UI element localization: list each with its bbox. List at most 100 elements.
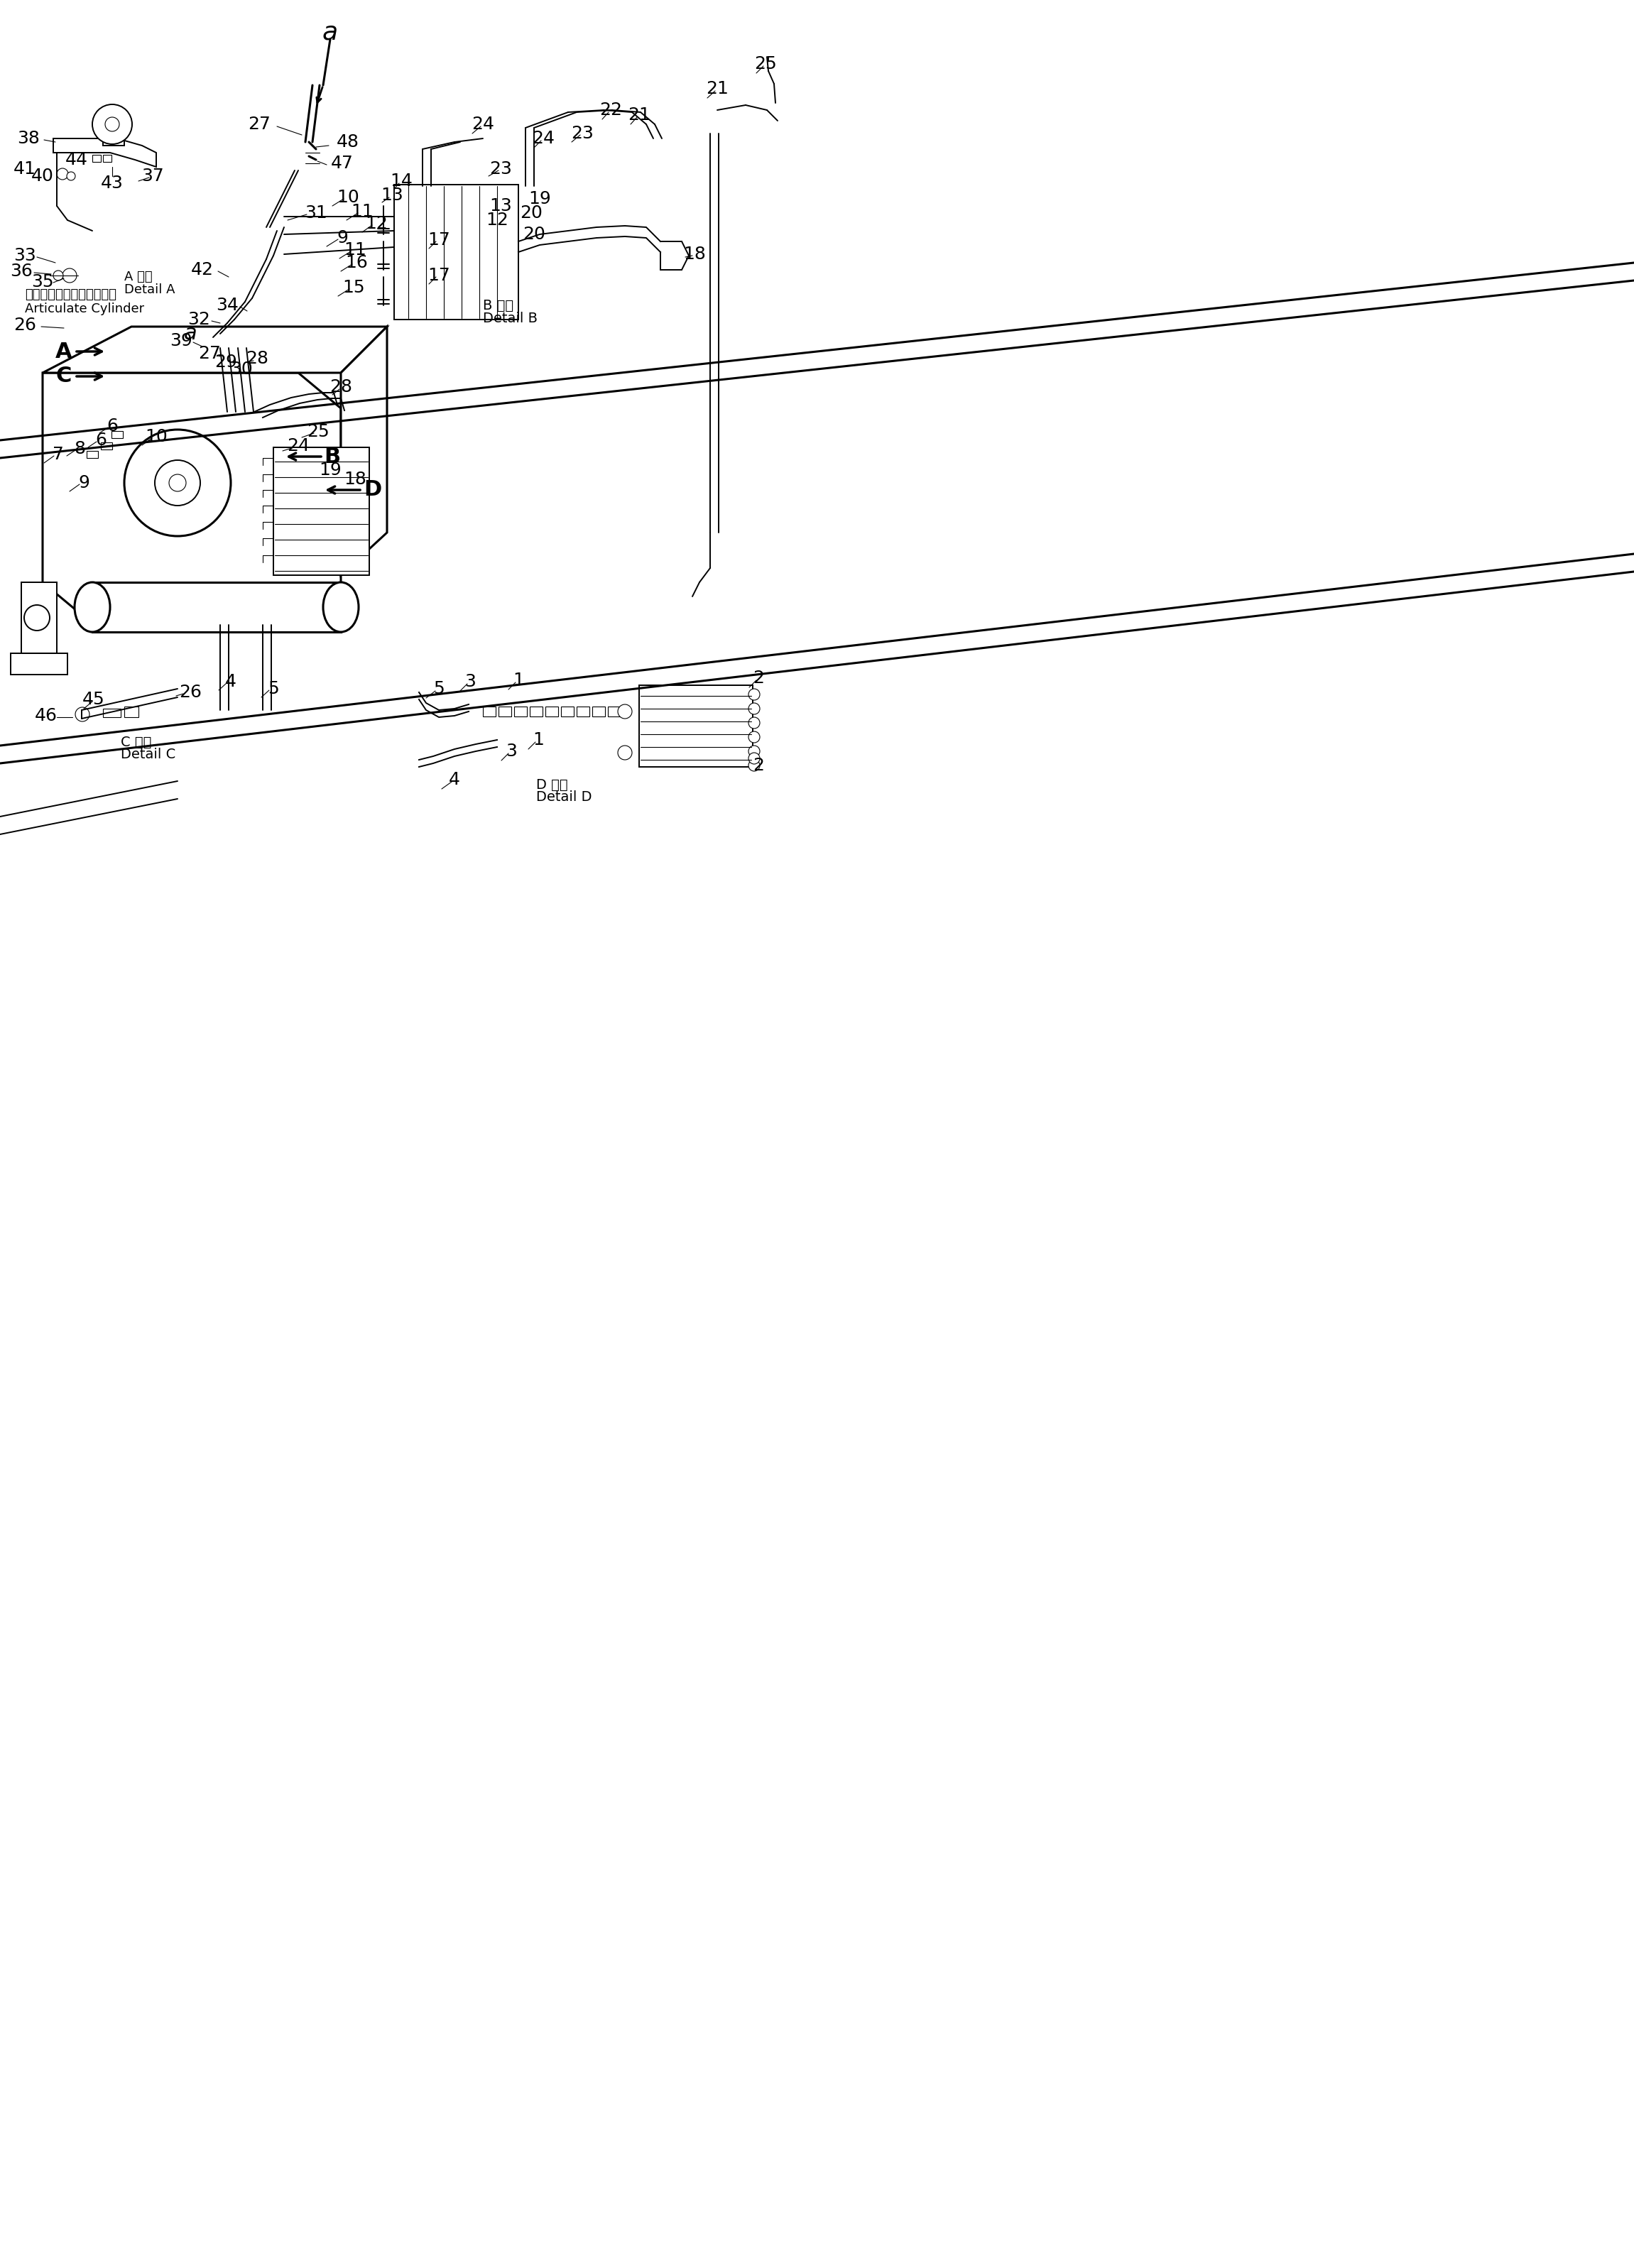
Text: 13: 13	[489, 197, 511, 215]
Text: 24: 24	[288, 438, 309, 454]
Bar	[103, 154, 111, 161]
Circle shape	[748, 689, 760, 701]
Text: 9: 9	[337, 229, 348, 247]
Circle shape	[124, 429, 230, 535]
Text: 22: 22	[600, 102, 623, 118]
Text: 32: 32	[188, 311, 211, 329]
Text: 18: 18	[343, 472, 366, 488]
Circle shape	[748, 760, 760, 771]
Text: 31: 31	[304, 204, 327, 222]
Bar	[592, 708, 605, 717]
Bar	[92, 154, 101, 161]
Text: 20: 20	[523, 227, 546, 243]
Text: C 詳細: C 詳細	[121, 735, 152, 748]
Text: 9: 9	[78, 474, 90, 492]
Circle shape	[748, 703, 760, 714]
Text: 25: 25	[755, 54, 776, 73]
Text: 26: 26	[13, 318, 36, 333]
Text: 5: 5	[433, 680, 444, 696]
Polygon shape	[42, 327, 387, 372]
Text: 6: 6	[95, 431, 106, 449]
Circle shape	[54, 270, 64, 281]
Bar	[546, 708, 559, 717]
Bar	[484, 708, 495, 717]
Text: 44: 44	[65, 152, 88, 168]
Text: Articulate Cylinder: Articulate Cylinder	[25, 302, 144, 315]
Text: 23: 23	[489, 161, 511, 177]
Bar	[124, 708, 139, 717]
Text: 40: 40	[31, 168, 54, 184]
Circle shape	[618, 746, 632, 760]
Text: 6: 6	[106, 417, 118, 435]
Circle shape	[748, 730, 760, 742]
Text: 27: 27	[248, 116, 271, 134]
Text: 28: 28	[245, 349, 268, 367]
Polygon shape	[342, 327, 387, 576]
Text: B: B	[324, 447, 340, 467]
Text: 38: 38	[16, 129, 39, 147]
Text: B 詳細: B 詳細	[484, 299, 513, 313]
Circle shape	[92, 104, 132, 145]
Text: 21: 21	[706, 79, 729, 98]
Bar	[103, 708, 121, 717]
Bar	[577, 708, 590, 717]
Text: 1: 1	[533, 730, 544, 748]
Circle shape	[748, 717, 760, 728]
Text: 19: 19	[528, 191, 551, 206]
Text: 25: 25	[307, 424, 330, 440]
Text: 42: 42	[191, 261, 214, 279]
Bar	[87, 451, 98, 458]
Polygon shape	[92, 583, 342, 633]
Text: 27: 27	[198, 345, 221, 363]
Circle shape	[25, 606, 49, 631]
Text: 12: 12	[364, 215, 387, 231]
Text: 24: 24	[533, 129, 554, 147]
Ellipse shape	[324, 583, 358, 633]
Text: 7: 7	[52, 447, 64, 463]
Text: 33: 33	[13, 247, 36, 263]
Circle shape	[168, 474, 186, 492]
Text: 29: 29	[214, 354, 237, 370]
Text: 17: 17	[428, 231, 449, 249]
Text: a: a	[183, 324, 198, 345]
Text: 43: 43	[101, 175, 124, 193]
Text: Detail B: Detail B	[484, 311, 538, 324]
Text: 5: 5	[268, 680, 279, 696]
Polygon shape	[639, 685, 753, 767]
Text: 10: 10	[337, 188, 359, 206]
Text: 3: 3	[464, 674, 475, 689]
Text: 30: 30	[230, 361, 253, 379]
Text: 10: 10	[145, 429, 168, 445]
Text: C: C	[56, 365, 72, 386]
Text: 1: 1	[513, 671, 525, 689]
Text: 20: 20	[520, 204, 542, 222]
Text: Detail D: Detail D	[536, 789, 592, 803]
Text: アーチュキレートシリンダ: アーチュキレートシリンダ	[25, 288, 116, 302]
Text: 13: 13	[381, 186, 404, 204]
Circle shape	[67, 172, 75, 181]
Text: D: D	[364, 479, 382, 501]
Bar	[111, 431, 123, 438]
Text: 18: 18	[683, 245, 706, 263]
Polygon shape	[103, 134, 124, 145]
Text: Detail A: Detail A	[124, 284, 175, 297]
Text: 19: 19	[319, 463, 342, 479]
Polygon shape	[11, 653, 67, 674]
Polygon shape	[54, 138, 157, 168]
Polygon shape	[21, 583, 57, 653]
Bar	[529, 708, 542, 717]
Text: 28: 28	[330, 379, 353, 395]
Text: A 詳細: A 詳細	[124, 270, 152, 284]
Text: 4: 4	[225, 674, 237, 689]
Bar	[560, 708, 574, 717]
Text: 21: 21	[627, 107, 650, 122]
Circle shape	[748, 753, 760, 764]
Text: 47: 47	[332, 154, 353, 172]
Text: Detail C: Detail C	[121, 748, 175, 760]
Text: a: a	[322, 20, 338, 43]
Text: 45: 45	[82, 692, 105, 708]
Circle shape	[75, 708, 90, 721]
Text: D 詳細: D 詳細	[536, 778, 569, 792]
Text: 12: 12	[485, 211, 508, 229]
Bar	[101, 442, 113, 449]
